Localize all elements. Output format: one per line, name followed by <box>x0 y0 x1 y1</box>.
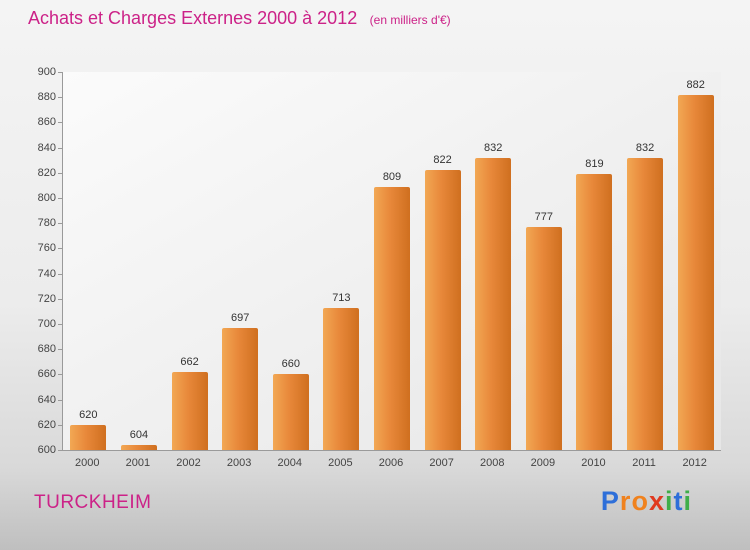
y-tick-mark <box>58 72 62 73</box>
bar-2005 <box>323 307 360 450</box>
y-tick-mark <box>58 198 62 199</box>
bar-2002 <box>171 371 208 450</box>
y-tick-mark <box>58 248 62 250</box>
y-tick-label: 860 <box>37 116 56 129</box>
bar-2001 <box>120 444 157 450</box>
bar-value-label: 832 <box>635 141 655 154</box>
y-tick-mark <box>58 273 62 275</box>
y-tick-mark <box>58 349 62 351</box>
y-tick-label: 600 <box>37 444 56 456</box>
x-tick-label: 2003 <box>226 457 252 469</box>
bar-value-label: 604 <box>129 428 149 441</box>
bar-2010 <box>576 174 613 450</box>
bar-value-label: 822 <box>433 154 452 167</box>
y-tick-label: 700 <box>37 318 56 330</box>
bar-2000 <box>70 424 107 450</box>
bar-2006 <box>374 186 410 450</box>
x-tick-label: 2005 <box>328 457 353 469</box>
logo-letter: o <box>631 486 649 516</box>
bar-value-label: 713 <box>332 291 351 304</box>
y-tick-label: 620 <box>37 418 56 431</box>
bar-2008 <box>475 157 512 450</box>
y-tick-label: 800 <box>37 192 56 204</box>
y-tick-mark <box>58 172 62 174</box>
bar-2009 <box>525 226 562 450</box>
y-tick-mark <box>58 374 62 376</box>
bar-2003 <box>222 327 259 450</box>
x-tick-label: 2006 <box>378 457 404 469</box>
proxiti-logo: Proxiti <box>601 486 692 517</box>
x-tick-label: 2011 <box>632 457 656 469</box>
y-tick-mark <box>58 399 62 401</box>
logo-letter: i <box>664 486 674 516</box>
x-tick-label: 2012 <box>682 457 707 469</box>
x-tick-label: 2001 <box>125 457 151 469</box>
y-tick-label: 660 <box>37 368 56 381</box>
y-tick-label: 840 <box>37 141 56 154</box>
y-tick-mark <box>58 424 62 426</box>
chart-title: Achats et Charges Externes 2000 à 2012 <box>28 8 358 28</box>
bar-value-label: 819 <box>585 158 604 171</box>
x-tick-label: 2007 <box>429 457 454 469</box>
y-tick-mark <box>58 324 62 325</box>
y-tick-label: 880 <box>37 91 56 104</box>
y-tick-mark <box>58 97 62 99</box>
y-tick-mark <box>58 122 62 124</box>
plot-area: 620 604 662 697 660 713 809 822 832 777 819 832 882 <box>62 72 721 451</box>
logo-letter: r <box>619 486 632 516</box>
bar-value-label: 809 <box>382 170 402 183</box>
logo-letter: x <box>648 486 665 516</box>
x-tick-label: 2009 <box>530 457 556 469</box>
y-tick-label: 760 <box>37 242 56 255</box>
x-tick-label: 2010 <box>581 457 606 469</box>
x-tick-label: 2002 <box>176 457 201 469</box>
y-tick-label: 640 <box>37 393 56 406</box>
y-tick-mark <box>58 298 62 300</box>
y-tick-mark <box>58 223 62 225</box>
logo-letter: i <box>683 486 692 516</box>
bar-value-label: 882 <box>686 78 705 91</box>
y-tick-label: 820 <box>37 166 56 179</box>
bar-value-label: 662 <box>180 355 199 368</box>
y-tick-mark <box>58 147 62 149</box>
y-tick-label: 740 <box>37 267 56 280</box>
x-tick-label: 2008 <box>479 457 505 469</box>
x-tick-label: 2004 <box>277 457 302 469</box>
y-tick-label: 900 <box>37 66 56 78</box>
bar-2012 <box>677 94 714 450</box>
y-tick-label: 780 <box>37 217 56 230</box>
bar-value-label: 697 <box>230 311 250 324</box>
logo-letter: P <box>600 486 620 516</box>
bar-value-label: 777 <box>534 210 554 223</box>
chart-header: Achats et Charges Externes 2000 à 2012 (… <box>28 8 451 29</box>
bar-2011 <box>627 157 664 450</box>
logo-letter: t <box>673 486 684 516</box>
bar-2007 <box>424 170 461 450</box>
bar-value-label: 832 <box>484 141 503 154</box>
bar-value-label: 660 <box>281 358 300 371</box>
bar-2004 <box>272 374 309 450</box>
y-tick-label: 680 <box>37 343 56 356</box>
x-tick-label: 2000 <box>75 457 100 469</box>
y-tick-mark <box>58 450 62 451</box>
chart-subtitle: (en milliers d'€) <box>369 13 451 27</box>
company-name: TURCKHEIM <box>34 492 152 513</box>
bar-value-label: 620 <box>79 408 98 421</box>
y-tick-label: 720 <box>37 292 56 305</box>
